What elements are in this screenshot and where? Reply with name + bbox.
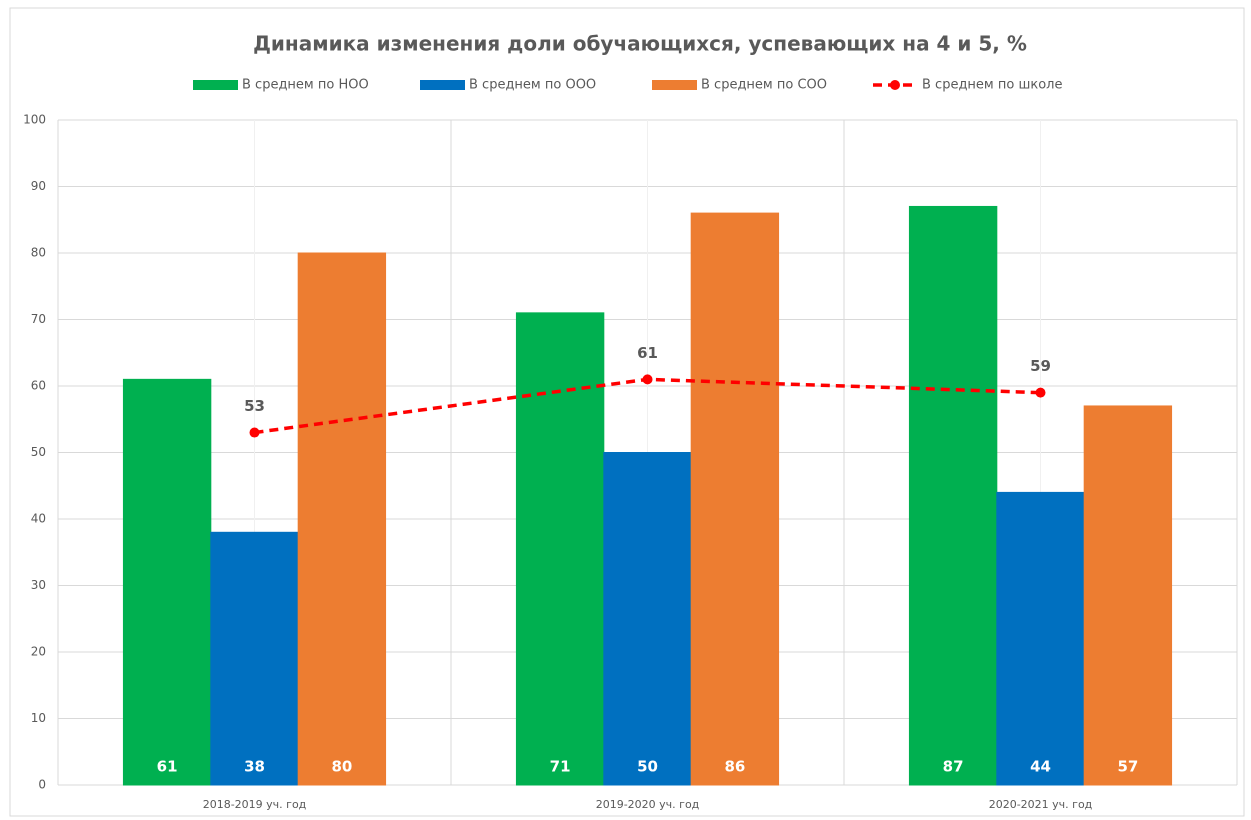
line-marker	[1035, 387, 1046, 398]
line-marker	[642, 374, 653, 385]
bar	[515, 312, 605, 786]
legend-swatch	[420, 80, 465, 90]
y-tick-label: 50	[31, 445, 46, 459]
data-label: 53	[244, 397, 265, 415]
y-tick-label: 60	[31, 379, 46, 393]
data-label: 86	[724, 758, 745, 776]
y-tick-label: 30	[31, 578, 46, 592]
data-label: 59	[1030, 357, 1051, 375]
legend-label: В среднем по ООО	[469, 78, 596, 93]
y-tick-label: 90	[31, 179, 46, 193]
legend-label: В среднем по школе	[922, 78, 1062, 93]
legend-swatch	[652, 80, 697, 90]
x-tick-label: 2020-2021 уч. год	[989, 798, 1093, 811]
y-tick-label: 100	[23, 113, 46, 127]
bar	[297, 252, 387, 786]
legend-label: В среднем по НОО	[242, 78, 369, 93]
x-tick-label: 2019-2020 уч. год	[596, 798, 700, 811]
data-label: 61	[157, 758, 178, 776]
x-tick-label: 2018-2019 уч. год	[203, 798, 307, 811]
data-label: 61	[637, 344, 658, 362]
data-label: 44	[1030, 758, 1051, 776]
bar	[996, 491, 1085, 786]
y-tick-label: 10	[31, 711, 46, 725]
bar	[908, 205, 998, 786]
data-label: 50	[637, 758, 658, 776]
data-label: 87	[943, 758, 964, 776]
y-tick-label: 40	[31, 512, 46, 526]
data-label: 71	[550, 758, 571, 776]
bar	[210, 531, 299, 786]
bar	[690, 212, 780, 786]
legend-swatch-marker	[890, 80, 900, 90]
data-label: 38	[244, 758, 265, 776]
data-label: 80	[331, 758, 352, 776]
chart-title: Динамика изменения доли обучающихся, усп…	[253, 32, 1027, 56]
y-tick-label: 80	[31, 246, 46, 260]
legend-swatch	[193, 80, 238, 90]
legend-label: В среднем по СОО	[701, 78, 827, 93]
y-tick-label: 20	[31, 645, 46, 659]
bar	[1083, 405, 1173, 786]
data-label: 57	[1117, 758, 1138, 776]
y-tick-label: 70	[31, 312, 46, 326]
line-marker	[249, 427, 260, 438]
bar	[603, 452, 692, 786]
y-tick-label: 0	[38, 778, 46, 792]
bar	[122, 378, 212, 786]
